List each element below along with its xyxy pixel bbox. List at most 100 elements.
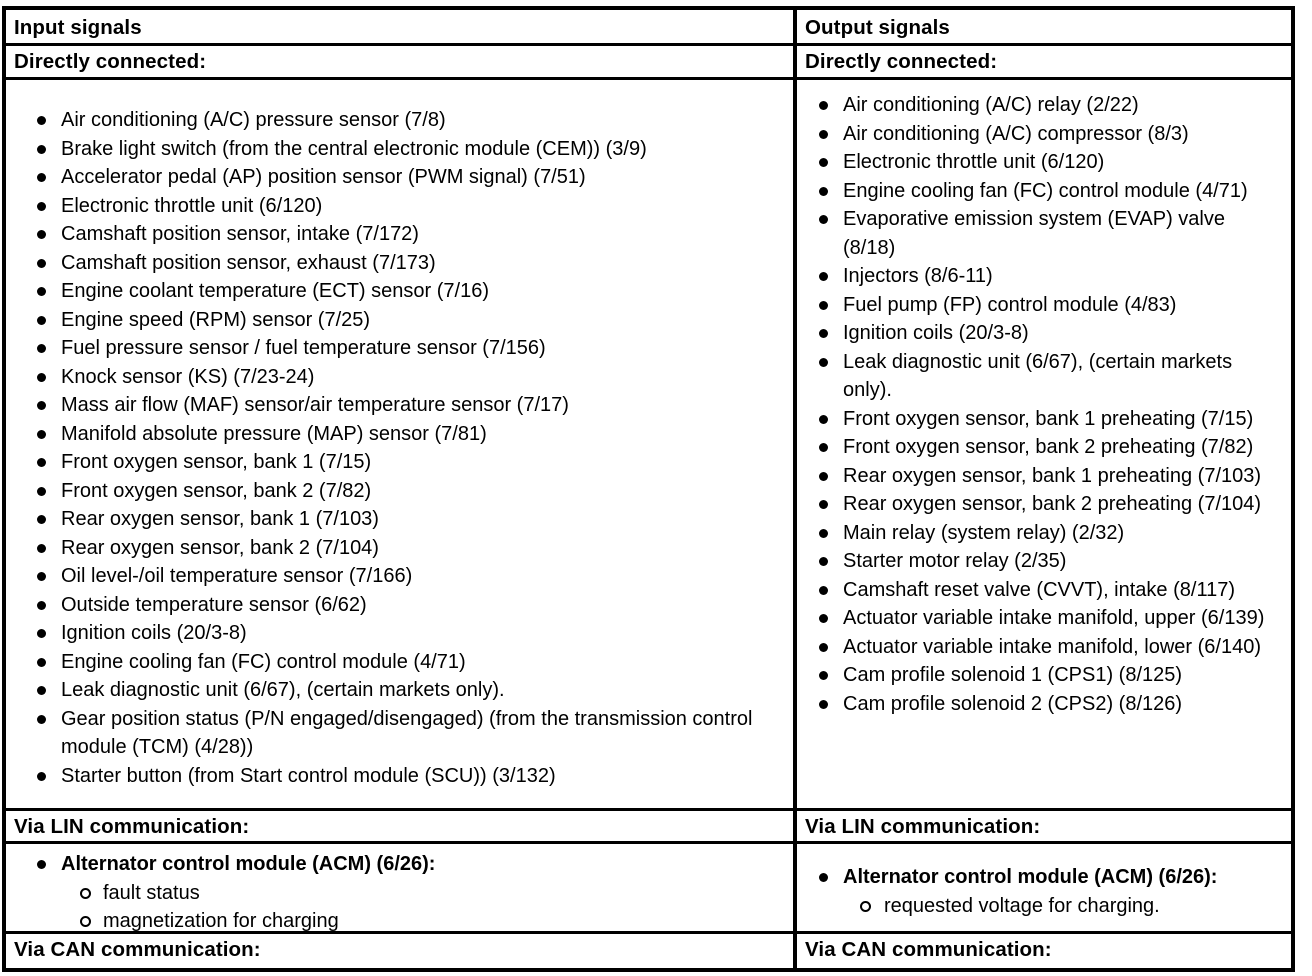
list-item: Electronic throttle unit (6/120) bbox=[6, 192, 793, 221]
bullet-icon bbox=[37, 515, 46, 524]
list-item-label: Engine cooling fan (FC) control module (… bbox=[843, 179, 1248, 202]
bullet-icon bbox=[819, 158, 828, 167]
list-item: Manifold absolute pressure (MAP) sensor … bbox=[6, 420, 793, 449]
list-item-label: Camshaft position sensor, exhaust (7/173… bbox=[61, 251, 436, 274]
input-lin-block: Alternator control module (ACM) (6/26): … bbox=[6, 844, 793, 932]
list-item: Front oxygen sensor, bank 1 preheating (… bbox=[797, 405, 1291, 434]
list-item: Leak diagnostic unit (6/67), (certain ma… bbox=[797, 348, 1291, 405]
list-item: Oil level-/oil temperature sensor (7/166… bbox=[6, 562, 793, 591]
list-item-label: Starter motor relay (2/35) bbox=[843, 550, 1067, 572]
bullet-icon bbox=[819, 699, 828, 709]
list-item-label: Engine coolant temperature (ECT) sensor … bbox=[61, 280, 489, 302]
list-item: Outside temperature sensor (6/62) bbox=[6, 591, 793, 620]
input-via-can-cell: Via CAN communication: bbox=[6, 934, 793, 968]
bullet-icon bbox=[819, 272, 828, 281]
list-item-label: Front oxygen sensor, bank 2 (7/82) bbox=[61, 479, 372, 502]
bullet-icon bbox=[37, 287, 46, 296]
input-lin-sub-list: fault status magnetization for charging bbox=[6, 879, 793, 932]
list-item: Engine coolant temperature (ECT) sensor … bbox=[6, 277, 793, 306]
input-via-lin-cell: Via LIN communication: bbox=[6, 811, 793, 844]
bullet-icon bbox=[819, 873, 828, 882]
bullet-icon bbox=[819, 186, 828, 196]
list-item: Engine cooling fan (FC) control module (… bbox=[797, 177, 1291, 206]
list-item: Mass air flow (MAF) sensor/air temperatu… bbox=[6, 391, 793, 420]
bullet-icon bbox=[819, 671, 828, 680]
list-item-label: Actuator variable intake manifold, upper… bbox=[843, 607, 1265, 629]
output-via-lin-cell: Via LIN communication: bbox=[797, 811, 1291, 844]
list-item: Air conditioning (A/C) relay (2/22) bbox=[797, 91, 1291, 120]
output-lin-list-cell: Alternator control module (ACM) (6/26): … bbox=[797, 844, 1291, 934]
output-signals-header-cell: Output signals bbox=[797, 10, 1291, 46]
list-item: Engine speed (RPM) sensor (7/25) bbox=[6, 306, 793, 335]
bullet-icon bbox=[37, 486, 46, 496]
signals-table: Input signals Directly connected: Air co… bbox=[2, 6, 1295, 972]
sub-list-item: requested voltage for charging. bbox=[797, 892, 1291, 921]
list-item: Injectors (8/6-11) bbox=[797, 262, 1291, 291]
input-direct-list-cell: Air conditioning (A/C) pressure sensor (… bbox=[6, 80, 793, 811]
list-item-label: Camshaft reset valve (CVVT), intake (8/1… bbox=[843, 578, 1235, 601]
bullet-icon bbox=[37, 230, 46, 239]
list-item-label: Brake light switch (from the central ele… bbox=[61, 137, 647, 160]
list-item-label: Oil level-/oil temperature sensor (7/166… bbox=[61, 565, 413, 587]
list-item-label: Accelerator pedal (AP) position sensor (… bbox=[61, 166, 586, 188]
bullet-icon bbox=[37, 344, 46, 353]
via-lin-label: Via LIN communication: bbox=[805, 815, 1041, 838]
bullet-icon bbox=[37, 258, 46, 268]
list-item: Actuator variable intake manifold, lower… bbox=[797, 633, 1291, 662]
list-item: Evaporative emission system (EVAP) valve… bbox=[797, 205, 1291, 262]
list-item: Leak diagnostic unit (6/67), (certain ma… bbox=[6, 676, 793, 705]
list-item-label: Engine speed (RPM) sensor (7/25) bbox=[61, 308, 371, 331]
list-item: Rear oxygen sensor, bank 2 (7/104) bbox=[6, 534, 793, 563]
sub-list-item-label: magnetization for charging bbox=[103, 910, 339, 932]
output-direct-list-cell: Air conditioning (A/C) relay (2/22) Air … bbox=[797, 80, 1291, 811]
input-directly-connected-cell: Directly connected: bbox=[6, 46, 793, 80]
list-item-label: Manifold absolute pressure (MAP) sensor … bbox=[61, 422, 487, 445]
list-item: Fuel pressure sensor / fuel temperature … bbox=[6, 334, 793, 363]
list-item: Accelerator pedal (AP) position sensor (… bbox=[6, 163, 793, 192]
list-item-label: Fuel pump (FP) control module (4/83) bbox=[843, 293, 1177, 316]
bullet-icon bbox=[37, 543, 46, 553]
list-item-label: Mass air flow (MAF) sensor/air temperatu… bbox=[61, 394, 569, 416]
list-item: Rear oxygen sensor, bank 1 preheating (7… bbox=[797, 462, 1291, 491]
list-item-label: Cam profile solenoid 2 (CPS2) (8/126) bbox=[843, 692, 1183, 715]
bullet-icon bbox=[37, 429, 46, 439]
list-item-label: Rear oxygen sensor, bank 1 preheating (7… bbox=[843, 464, 1262, 487]
list-item-label: Electronic throttle unit (6/120) bbox=[843, 151, 1105, 173]
list-item-label: Air conditioning (A/C) pressure sensor (… bbox=[61, 109, 446, 131]
bullet-icon bbox=[37, 714, 46, 724]
sub-list-item-label: requested voltage for charging. bbox=[884, 894, 1160, 917]
via-can-label: Via CAN communication: bbox=[14, 938, 261, 961]
sub-list-item: magnetization for charging bbox=[6, 907, 793, 932]
list-item-label: Front oxygen sensor, bank 2 preheating (… bbox=[843, 436, 1254, 458]
list-item: Actuator variable intake manifold, upper… bbox=[797, 604, 1291, 633]
bullet-icon bbox=[37, 572, 46, 581]
sub-list-item: fault status bbox=[6, 879, 793, 908]
bullet-icon bbox=[819, 101, 828, 110]
list-item: Rear oxygen sensor, bank 1 (7/103) bbox=[6, 505, 793, 534]
list-item-label: Ignition coils (20/3-8) bbox=[843, 322, 1029, 344]
lin-module-label: Alternator control module (ACM) (6/26): bbox=[61, 853, 436, 875]
bullet-icon bbox=[37, 629, 46, 638]
list-item: Starter motor relay (2/35) bbox=[797, 547, 1291, 576]
input-signals-header-cell: Input signals bbox=[6, 10, 793, 46]
list-item-label: Air conditioning (A/C) relay (2/22) bbox=[843, 94, 1139, 116]
output-signal-list: Air conditioning (A/C) relay (2/22) Air … bbox=[797, 80, 1291, 718]
list-item-label: Front oxygen sensor, bank 1 (7/15) bbox=[61, 451, 372, 473]
list-item: Brake light switch (from the central ele… bbox=[6, 135, 793, 164]
list-item: Air conditioning (A/C) compressor (8/3) bbox=[797, 120, 1291, 149]
sub-bullet-icon bbox=[80, 887, 91, 899]
bullet-icon bbox=[37, 315, 46, 325]
list-item: Engine cooling fan (FC) control module (… bbox=[6, 648, 793, 677]
list-item-label: Electronic throttle unit (6/120) bbox=[61, 194, 323, 217]
bullet-icon bbox=[819, 471, 828, 481]
list-item-label: Fuel pressure sensor / fuel temperature … bbox=[61, 337, 546, 359]
output-signals-header: Output signals bbox=[805, 16, 950, 39]
list-item-label: Gear position status (P/N engaged/diseng… bbox=[61, 707, 753, 759]
list-item-label: Outside temperature sensor (6/62) bbox=[61, 593, 367, 616]
bullet-icon bbox=[37, 860, 46, 869]
bullet-icon bbox=[819, 357, 828, 367]
list-item-label: Starter button (from Start control modul… bbox=[61, 764, 556, 787]
bullet-icon bbox=[819, 129, 828, 139]
list-item: Camshaft position sensor, intake (7/172) bbox=[6, 220, 793, 249]
list-item-label: Engine cooling fan (FC) control module (… bbox=[61, 650, 466, 673]
